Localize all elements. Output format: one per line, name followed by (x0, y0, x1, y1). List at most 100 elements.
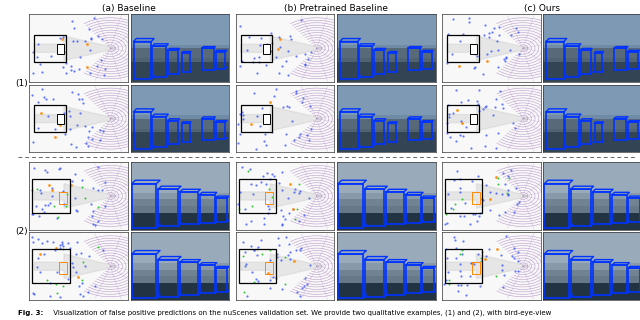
Point (464, 19, 474, 24)
Point (506, 32, 516, 37)
Point (57, 239, 67, 244)
Point (97, 188, 107, 193)
Point (65, 127, 75, 132)
Point (292, 207, 302, 212)
Point (444, 277, 454, 283)
Bar (565, 116, 579, 147)
Point (63, 276, 74, 282)
Point (72, 123, 83, 128)
Point (442, 256, 452, 261)
Bar (546, 42, 564, 79)
Bar (580, 121, 591, 144)
Point (447, 52, 457, 57)
Point (39, 252, 49, 257)
Point (481, 253, 491, 258)
Point (455, 176, 465, 181)
Bar (216, 52, 225, 68)
Point (481, 58, 492, 63)
Point (494, 25, 504, 30)
Point (81, 196, 91, 201)
Point (458, 238, 468, 244)
Bar (593, 192, 611, 224)
Point (272, 254, 282, 259)
Point (89, 16, 99, 21)
Point (294, 219, 305, 224)
Point (456, 283, 466, 288)
Point (283, 195, 293, 200)
Point (280, 254, 290, 259)
Point (500, 209, 511, 214)
Point (297, 100, 307, 105)
Point (264, 47, 274, 52)
Point (449, 178, 460, 183)
Point (508, 121, 518, 126)
Bar (131, 162, 229, 193)
Point (503, 192, 513, 197)
Point (70, 196, 80, 201)
Point (502, 190, 512, 195)
Point (508, 210, 518, 215)
Point (491, 145, 501, 150)
Point (44, 182, 54, 187)
Point (241, 261, 251, 267)
Point (513, 259, 524, 264)
Point (504, 47, 515, 52)
Point (80, 39, 90, 44)
Point (493, 65, 503, 70)
Bar (134, 42, 152, 79)
Bar (422, 268, 434, 292)
Point (509, 255, 519, 260)
Point (444, 269, 454, 275)
Point (63, 108, 74, 114)
Point (96, 57, 106, 62)
Point (494, 33, 504, 38)
Point (52, 214, 63, 220)
Point (60, 131, 70, 136)
Point (498, 284, 508, 289)
Point (88, 209, 99, 214)
Bar (408, 119, 420, 140)
Point (248, 191, 258, 196)
Point (72, 92, 83, 97)
Point (69, 172, 79, 177)
Point (77, 281, 88, 286)
Point (54, 119, 65, 124)
Point (265, 258, 275, 263)
Point (84, 254, 94, 259)
Bar (152, 46, 166, 77)
Point (242, 48, 252, 53)
Point (27, 187, 37, 192)
Point (47, 187, 57, 192)
Point (253, 245, 264, 250)
Point (456, 118, 466, 123)
Point (470, 65, 480, 70)
Point (236, 59, 246, 64)
Point (287, 119, 297, 124)
Bar (365, 260, 384, 297)
Point (86, 202, 96, 207)
Bar (168, 121, 178, 144)
Point (463, 97, 473, 102)
Point (456, 251, 466, 256)
Point (291, 186, 301, 191)
Point (493, 181, 503, 187)
Point (95, 137, 106, 142)
Point (500, 56, 511, 61)
Bar (408, 48, 420, 70)
Point (259, 132, 269, 137)
Point (511, 185, 521, 190)
Bar (337, 85, 436, 119)
Point (55, 165, 65, 170)
Point (37, 69, 47, 75)
FancyArrow shape (241, 254, 324, 278)
Point (50, 135, 60, 140)
Point (458, 31, 468, 36)
Point (440, 222, 450, 227)
Point (90, 223, 100, 228)
Point (455, 268, 465, 274)
Point (252, 71, 262, 76)
Point (301, 282, 312, 287)
Bar (131, 206, 229, 230)
Point (65, 142, 76, 147)
Point (58, 243, 68, 248)
